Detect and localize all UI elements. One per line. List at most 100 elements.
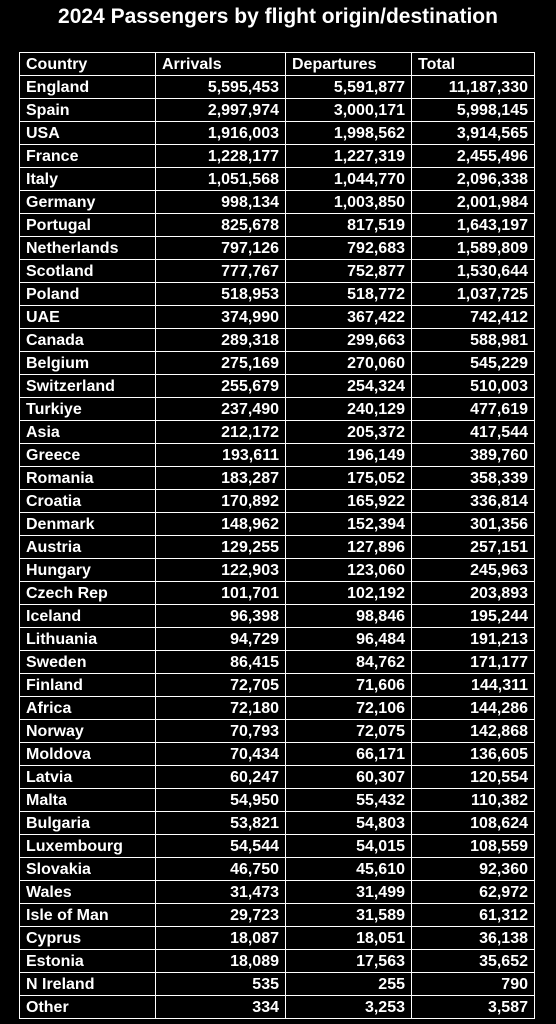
cell-country: Italy xyxy=(19,167,156,191)
cell-departures: 792,683 xyxy=(285,236,412,260)
cell-country: Latvia xyxy=(19,765,156,789)
cell-country: Wales xyxy=(19,880,156,904)
cell-country: Asia xyxy=(19,420,156,444)
cell-country: Isle of Man xyxy=(19,903,156,927)
cell-country: Finland xyxy=(19,673,156,697)
cell-total: 417,544 xyxy=(411,420,535,444)
cell-country: Sweden xyxy=(19,650,156,674)
cell-country: Hungary xyxy=(19,558,156,582)
table-row: N Ireland 535 255 790 xyxy=(19,972,535,996)
cell-total: 389,760 xyxy=(411,443,535,467)
cell-total: 358,339 xyxy=(411,466,535,490)
table-row: Latvia 60,247 60,307 120,554 xyxy=(19,765,535,789)
table-row: Croatia 170,892 165,922 336,814 xyxy=(19,489,535,513)
table-row: Wales 31,473 31,499 62,972 xyxy=(19,880,535,904)
cell-country: England xyxy=(19,75,156,99)
cell-country: Croatia xyxy=(19,489,156,513)
cell-arrivals: 96,398 xyxy=(155,604,286,628)
cell-total: 1,530,644 xyxy=(411,259,535,283)
table-row: Netherlands 797,126 792,683 1,589,809 xyxy=(19,236,535,260)
table-body: England 5,595,453 5,591,877 11,187,330 Spain… xyxy=(19,75,535,1019)
table-row: Moldova 70,434 66,171 136,605 xyxy=(19,742,535,766)
cell-total: 301,356 xyxy=(411,512,535,536)
cell-arrivals: 2,997,974 xyxy=(155,98,286,122)
table-row: Belgium 275,169 270,060 545,229 xyxy=(19,351,535,375)
cell-departures: 165,922 xyxy=(285,489,412,513)
cell-arrivals: 101,701 xyxy=(155,581,286,605)
cell-arrivals: 275,169 xyxy=(155,351,286,375)
header-departures: Departures xyxy=(285,52,412,76)
table-row: Norway 70,793 72,075 142,868 xyxy=(19,719,535,743)
cell-departures: 72,075 xyxy=(285,719,412,743)
cell-departures: 3,253 xyxy=(285,995,412,1019)
cell-country: Bulgaria xyxy=(19,811,156,835)
cell-country: Norway xyxy=(19,719,156,743)
cell-country: France xyxy=(19,144,156,168)
cell-arrivals: 212,172 xyxy=(155,420,286,444)
table-row: Lithuania 94,729 96,484 191,213 xyxy=(19,627,535,651)
table-row: Greece 193,611 196,149 389,760 xyxy=(19,443,535,467)
cell-total: 35,652 xyxy=(411,949,535,973)
cell-arrivals: 86,415 xyxy=(155,650,286,674)
table-row: Cyprus 18,087 18,051 36,138 xyxy=(19,926,535,950)
cell-total: 92,360 xyxy=(411,857,535,881)
cell-departures: 123,060 xyxy=(285,558,412,582)
cell-country: Spain xyxy=(19,98,156,122)
cell-country: Africa xyxy=(19,696,156,720)
cell-total: 144,311 xyxy=(411,673,535,697)
data-table: Country Arrivals Departures Total Englan… xyxy=(19,52,535,1019)
cell-total: 191,213 xyxy=(411,627,535,651)
cell-country: Other xyxy=(19,995,156,1019)
cell-arrivals: 18,087 xyxy=(155,926,286,950)
cell-departures: 84,762 xyxy=(285,650,412,674)
cell-total: 742,412 xyxy=(411,305,535,329)
cell-total: 120,554 xyxy=(411,765,535,789)
table-row: Estonia 18,089 17,563 35,652 xyxy=(19,949,535,973)
cell-total: 3,914,565 xyxy=(411,121,535,145)
cell-arrivals: 129,255 xyxy=(155,535,286,559)
cell-arrivals: 5,595,453 xyxy=(155,75,286,99)
cell-arrivals: 122,903 xyxy=(155,558,286,582)
cell-departures: 72,106 xyxy=(285,696,412,720)
cell-departures: 17,563 xyxy=(285,949,412,973)
table-row: Denmark 148,962 152,394 301,356 xyxy=(19,512,535,536)
cell-arrivals: 70,793 xyxy=(155,719,286,743)
table-row: Romania 183,287 175,052 358,339 xyxy=(19,466,535,490)
cell-country: N Ireland xyxy=(19,972,156,996)
cell-total: 144,286 xyxy=(411,696,535,720)
table-row: Austria 129,255 127,896 257,151 xyxy=(19,535,535,559)
cell-arrivals: 518,953 xyxy=(155,282,286,306)
cell-country: Moldova xyxy=(19,742,156,766)
cell-country: Luxembourg xyxy=(19,834,156,858)
cell-departures: 54,803 xyxy=(285,811,412,835)
table-row: Italy 1,051,568 1,044,770 2,096,338 xyxy=(19,167,535,191)
cell-arrivals: 1,051,568 xyxy=(155,167,286,191)
cell-arrivals: 31,473 xyxy=(155,880,286,904)
cell-arrivals: 54,544 xyxy=(155,834,286,858)
cell-departures: 817,519 xyxy=(285,213,412,237)
table-row: Iceland 96,398 98,846 195,244 xyxy=(19,604,535,628)
table-row: Germany 998,134 1,003,850 2,001,984 xyxy=(19,190,535,214)
cell-departures: 518,772 xyxy=(285,282,412,306)
cell-departures: 45,610 xyxy=(285,857,412,881)
cell-total: 142,868 xyxy=(411,719,535,743)
chart-title: 2024 Passengers by flight origin/destina… xyxy=(58,5,498,28)
cell-total: 3,587 xyxy=(411,995,535,1019)
table-row: Sweden 86,415 84,762 171,177 xyxy=(19,650,535,674)
cell-arrivals: 998,134 xyxy=(155,190,286,214)
cell-arrivals: 825,678 xyxy=(155,213,286,237)
table-row: Asia 212,172 205,372 417,544 xyxy=(19,420,535,444)
cell-total: 257,151 xyxy=(411,535,535,559)
cell-arrivals: 94,729 xyxy=(155,627,286,651)
cell-departures: 1,003,850 xyxy=(285,190,412,214)
table-row: Other 334 3,253 3,587 xyxy=(19,995,535,1019)
cell-total: 61,312 xyxy=(411,903,535,927)
cell-departures: 54,015 xyxy=(285,834,412,858)
cell-arrivals: 1,228,177 xyxy=(155,144,286,168)
cell-departures: 1,227,319 xyxy=(285,144,412,168)
cell-departures: 60,307 xyxy=(285,765,412,789)
table-row: Scotland 777,767 752,877 1,530,644 xyxy=(19,259,535,283)
cell-total: 171,177 xyxy=(411,650,535,674)
table-row: Czech Rep 101,701 102,192 203,893 xyxy=(19,581,535,605)
cell-country: Portugal xyxy=(19,213,156,237)
